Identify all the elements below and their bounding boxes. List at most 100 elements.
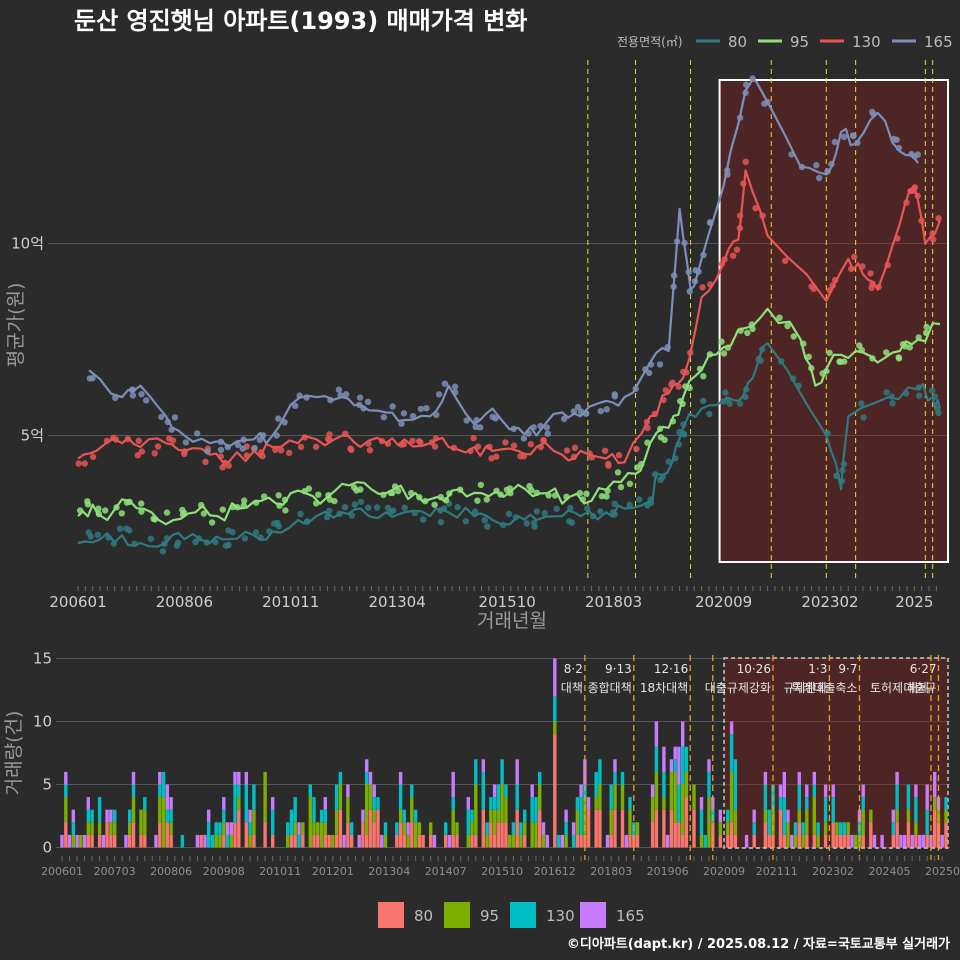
volume-bar-130: [131, 784, 136, 798]
price-point-80: [229, 528, 236, 536]
volume-bar-130: [222, 809, 226, 823]
volume-bar-130: [571, 834, 576, 848]
volume-bar-95: [496, 809, 501, 823]
volume-y-tick-0: 0: [42, 839, 52, 857]
volume-bar-80: [782, 834, 786, 848]
volume-bar-165: [583, 759, 587, 785]
volume-bar-95: [128, 822, 132, 835]
price-point-130: [81, 460, 89, 467]
price-point-165: [435, 391, 443, 398]
volume-bar-130: [451, 797, 455, 810]
price-point-80: [390, 507, 397, 514]
volume-bar-80: [86, 834, 90, 848]
volume-bar-165: [902, 834, 907, 848]
volume-bar-95: [474, 784, 478, 835]
legend-bottom-label-95: 95: [480, 907, 499, 925]
price-x-axis-title: 거래년월: [477, 610, 547, 632]
volume-bar-95: [248, 834, 252, 848]
volume-x-tick-201201: 201201: [312, 865, 354, 878]
volume-bar-80: [726, 834, 730, 848]
price-point-95: [275, 492, 282, 499]
volume-bar-165: [752, 809, 756, 823]
volume-bar-165: [195, 834, 200, 848]
price-point-95: [315, 491, 322, 498]
volume-bar-130: [365, 771, 369, 785]
price-point-80: [252, 529, 260, 536]
volume-bar-80: [293, 834, 297, 848]
volume-bar-130: [319, 809, 324, 823]
volume-bar-130: [383, 822, 388, 835]
price-point-165: [343, 391, 350, 398]
price-point-80: [192, 538, 199, 546]
volume-bar-80: [429, 834, 433, 848]
volume-bar-80: [733, 834, 738, 848]
volume-bar-165: [831, 784, 835, 798]
volume-bar-80: [398, 822, 403, 848]
volume-bar-165: [361, 809, 365, 823]
volume-bar-95: [109, 822, 113, 835]
volume-bar-80: [620, 809, 625, 848]
volume-bar-80: [669, 809, 674, 848]
volume-bar-95: [944, 809, 948, 823]
price-point-80: [147, 535, 155, 542]
volume-bar-165: [812, 771, 816, 785]
volume-bar-130: [906, 784, 911, 810]
volume-bar-95: [222, 822, 226, 835]
volume-bar-95: [470, 822, 474, 835]
volume-bar-95: [323, 822, 327, 835]
price-point-80: [126, 527, 133, 534]
price-x-tick-201304: 201304: [368, 593, 425, 611]
price-point-130: [615, 451, 623, 459]
price-point-165: [574, 403, 582, 411]
volume-bar-95: [538, 784, 542, 810]
volume-bar-95: [398, 809, 403, 823]
price-point-95: [138, 500, 145, 507]
volume-bar-95: [519, 834, 523, 848]
volume-bar-80: [609, 834, 613, 848]
volume-bar-80: [323, 834, 327, 848]
volume-x-tick-201304: 201304: [368, 865, 410, 878]
price-point-80: [297, 510, 304, 518]
volume-bar-130: [180, 834, 185, 848]
volume-bar-165: [398, 771, 403, 785]
volume-bar-130: [252, 784, 256, 810]
volume-bar-165: [229, 822, 233, 835]
volume-bar-80: [113, 834, 117, 848]
volume-bar-80: [861, 834, 865, 848]
volume-bar-165: [406, 822, 410, 835]
legend-top-label-165: 165: [924, 33, 953, 51]
volume-bar-130: [210, 834, 215, 848]
volume-bar-165: [447, 834, 452, 848]
volume-x-tick-200908: 200908: [203, 865, 245, 878]
volume-bar-165: [481, 759, 485, 772]
price-point-80: [657, 476, 664, 483]
volume-bar-80: [237, 809, 241, 848]
price-point-80: [566, 518, 573, 525]
volume-bar-130: [372, 797, 376, 810]
volume-bar-130: [782, 797, 786, 835]
volume-bar-80: [718, 834, 722, 848]
price-y-tick-10: 10억: [11, 235, 44, 253]
volume-bar-165: [744, 834, 749, 848]
volume-bar-80: [729, 822, 734, 848]
volume-bar-95: [771, 809, 775, 835]
price-x-tick-200806: 200806: [156, 593, 213, 611]
price-point-80: [533, 508, 540, 515]
volume-bar-80: [767, 834, 771, 848]
legend-bottom-label-130: 130: [546, 907, 575, 925]
volume-bar-130: [793, 822, 798, 835]
volume-bar-130: [699, 809, 704, 835]
volume-bar-95: [613, 784, 617, 810]
volume-bar-80: [289, 834, 294, 848]
legend-bottom: 80 95 130 165: [378, 902, 645, 928]
volume-bar-130: [395, 822, 399, 835]
volume-bar-130: [575, 797, 580, 810]
volume-bar-95: [237, 797, 241, 810]
volume-bar-95: [365, 784, 369, 835]
volume-bar-95: [726, 822, 730, 835]
price-point-165: [217, 446, 225, 453]
price-point-80: [626, 501, 633, 509]
volume-bar-95: [763, 809, 768, 823]
price-point-165: [143, 397, 150, 404]
